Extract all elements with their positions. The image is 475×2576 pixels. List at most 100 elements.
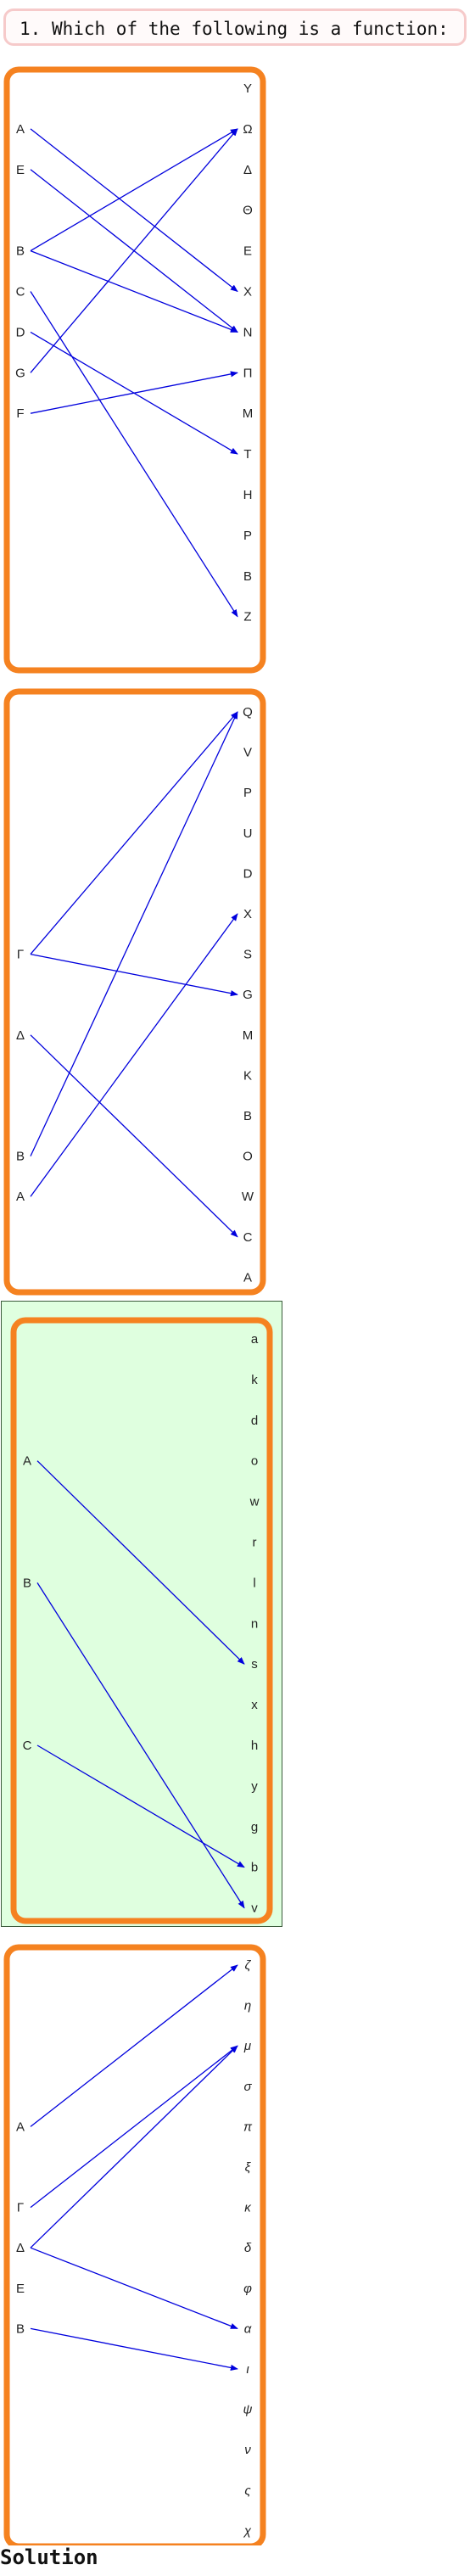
option-1[interactable]: Y Ω Δ Θ E X N Π M T H P B Z A E B C D G F [3, 66, 266, 674]
codomain-label: α [244, 2321, 252, 2336]
domain-label: C [23, 1739, 32, 1753]
codomain-label: W [242, 1190, 254, 1204]
domain-label: A [16, 2120, 25, 2134]
codomain-label: η [244, 1999, 251, 2013]
codomain-label: μ [243, 2039, 251, 2053]
option-4[interactable]: ζ η μ σ π ξ κ δ φ α ι ψ ν ς χ A Γ Δ E B [3, 1944, 266, 2545]
codomain-label: Q [243, 705, 253, 720]
codomain-label: S [243, 948, 252, 962]
mapping-arrow [30, 2247, 238, 2330]
question-text: Which of the following is a function: [51, 19, 449, 39]
codomain-label: Δ [243, 163, 252, 177]
codomain-label: V [243, 746, 252, 760]
codomain-label: ς [244, 2484, 251, 2498]
domain-label: B [16, 244, 25, 259]
codomain-label: φ [243, 2282, 252, 2296]
codomain-label: κ [244, 2201, 252, 2215]
codomain-label: P [243, 786, 252, 800]
codomain-label: G [243, 988, 253, 1002]
codomain-label: v [251, 1901, 258, 1916]
codomain-label: b [251, 1861, 258, 1875]
domain-label: E [16, 163, 25, 177]
codomain-label: ι [246, 2362, 249, 2377]
codomain-label: χ [243, 2523, 252, 2538]
option-frame [3, 66, 266, 674]
domain-label: G [15, 366, 25, 380]
codomain-label: a [251, 1332, 259, 1347]
codomain-label: Z [243, 610, 251, 624]
solution-heading: Solution [0, 2545, 98, 2569]
codomain-label: D [243, 866, 253, 881]
selected-option-highlight [1, 1301, 282, 1927]
mapping-arrow [30, 913, 238, 1197]
codomain-label: x [251, 1698, 258, 1712]
mapping-arrow [30, 2327, 238, 2371]
domain-label: C [16, 285, 25, 300]
codomain-label: n [251, 1616, 258, 1631]
option-3-selected[interactable]: a k d o w r l n s x h y g b v A B C [10, 1317, 273, 1924]
mapping-arrow [30, 2045, 238, 2248]
codomain-label: ζ [245, 1958, 252, 1973]
codomain-label: K [243, 1068, 252, 1083]
codomain-label: δ [244, 2241, 252, 2255]
codomain-label: o [251, 1454, 258, 1469]
mapping-arrow [30, 291, 238, 618]
codomain-label: ν [244, 2443, 251, 2457]
domain-label: B [16, 1150, 25, 1164]
domain-label: B [23, 1576, 31, 1590]
mapping-arrow [30, 128, 238, 252]
codomain-label: Y [243, 81, 252, 96]
codomain-label: C [243, 1230, 253, 1245]
codomain-label: N [243, 325, 253, 339]
domain-label: B [16, 2321, 25, 2336]
codomain-label: π [243, 2120, 253, 2134]
codomain-label: A [243, 1270, 252, 1285]
domain-label: Γ [17, 948, 24, 962]
domain-label: D [16, 325, 25, 339]
mapping-arrow [30, 953, 238, 997]
codomain-label: y [251, 1779, 258, 1794]
option-frame [3, 688, 266, 1296]
codomain-label: B [243, 569, 252, 584]
codomain-label: H [243, 488, 253, 502]
codomain-label: T [243, 447, 251, 462]
option-2[interactable]: Q V P U D X S G M K B O W C A Γ Δ B A [3, 688, 266, 1296]
mapping-arrow [30, 711, 238, 955]
codomain-label: P [243, 529, 252, 543]
domain-label: A [23, 1454, 31, 1469]
mapping-arrow [36, 1582, 245, 1909]
option-frame [10, 1317, 273, 1924]
codomain-label: k [251, 1373, 258, 1387]
codomain-label: h [251, 1739, 258, 1753]
mapping-arrow [30, 128, 238, 373]
codomain-label: X [243, 285, 252, 300]
question-number: 1. [20, 19, 42, 39]
domain-label: Δ [16, 1028, 25, 1043]
question-box: 1. Which of the following is a function: [3, 8, 467, 46]
codomain-label: d [251, 1414, 258, 1428]
mapping-arrow [30, 371, 238, 414]
domain-label: Γ [17, 2201, 24, 2215]
mapping-arrow [30, 711, 238, 1156]
codomain-label: Θ [243, 204, 253, 218]
mapping-arrow [36, 1744, 245, 1868]
codomain-label: Ω [243, 122, 252, 137]
codomain-label: r [253, 1536, 257, 1550]
codomain-label: M [243, 406, 254, 421]
codomain-label: U [243, 826, 253, 841]
domain-label: E [16, 2282, 25, 2296]
option-frame [3, 1944, 266, 2545]
codomain-label: B [243, 1109, 252, 1123]
mapping-arrow [30, 2045, 238, 2209]
codomain-label: ψ [243, 2403, 253, 2417]
mapping-arrow [30, 128, 238, 293]
codomain-label: M [243, 1028, 254, 1043]
domain-label: A [16, 1190, 25, 1204]
mapping-arrow [30, 249, 238, 333]
domain-label: Δ [16, 2241, 25, 2255]
domain-label: F [16, 406, 24, 421]
codomain-label: w [249, 1495, 260, 1509]
mapping-arrow [30, 1964, 238, 2127]
codomain-label: s [251, 1657, 258, 1672]
